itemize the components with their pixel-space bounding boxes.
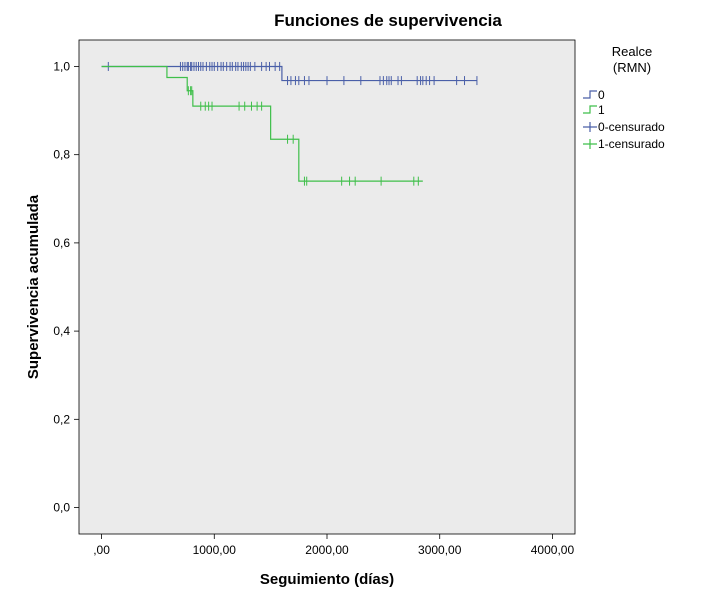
y-tick-label: 0,6	[53, 236, 70, 250]
legend-title-line-1: Realce	[612, 44, 652, 59]
y-tick-label: 0,2	[53, 412, 70, 426]
legend-entry-label: 1	[598, 103, 605, 117]
series-layer	[101, 61, 478, 186]
x-tick-label: 4000,00	[531, 543, 575, 557]
legend-entry-label: 0-censurado	[598, 120, 665, 134]
y-tick-label: 0,8	[53, 148, 70, 162]
y-tick-label: 1,0	[53, 59, 70, 73]
chart-title: Funciones de supervivencia	[274, 11, 502, 30]
axes: ,00 1000,00 2000,00 3000,00 4000,00 0,0 0,2 0,4…	[53, 59, 574, 557]
survival-curve-1	[101, 65, 423, 182]
legend: Realce (RMN) 01 0-censurado 1-censurado	[583, 44, 665, 151]
y-tick-label: 0,4	[53, 324, 70, 338]
legend-swatch-censored	[583, 122, 597, 132]
plot-area	[78, 39, 576, 535]
legend-swatch-step	[583, 90, 597, 99]
y-tick-label: 0,0	[53, 501, 70, 515]
legend-title-line-2: (RMN)	[613, 60, 651, 75]
legend-swatch-censored	[583, 139, 597, 149]
x-tick-label: ,00	[93, 543, 110, 557]
legend-items: 01 0-censurado 1-censurado	[583, 88, 665, 151]
x-tick-label: 2000,00	[305, 543, 349, 557]
x-tick-label: 1000,00	[193, 543, 237, 557]
x-axis-label: Seguimiento (días)	[260, 571, 394, 588]
legend-entry-label: 1-censurado	[598, 137, 665, 151]
legend-entry-label: 0	[598, 88, 605, 102]
y-axis-label: Supervivencia acumulada	[25, 194, 42, 379]
x-tick-label: 3000,00	[418, 543, 462, 557]
legend-swatch-step	[583, 105, 597, 114]
